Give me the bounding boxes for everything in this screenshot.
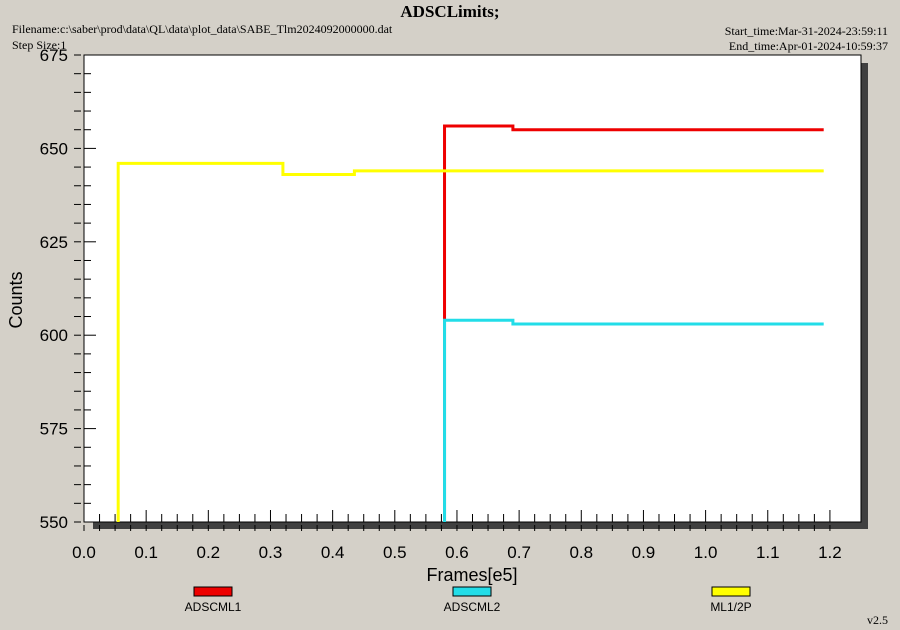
series-line-adscml1 bbox=[443, 124, 824, 522]
start-time-text: Start_time:Mar-31-2024-23:59:11 bbox=[724, 24, 888, 38]
x-axis-label: Frames[e5] bbox=[426, 565, 517, 585]
end-time-text: End_time:Apr-01-2024-10:59:37 bbox=[728, 39, 888, 53]
filename-text: Filename:c:\saber\prod\data\QL\data\plot… bbox=[12, 22, 393, 36]
legend-swatch-adscml2 bbox=[452, 586, 492, 597]
y-tick-label: 650 bbox=[40, 139, 68, 158]
x-tick-label: 0.1 bbox=[134, 543, 158, 562]
y-axis: 550 575 600 625 650 675 bbox=[40, 46, 96, 532]
x-tick-label: 0.3 bbox=[259, 543, 283, 562]
x-tick-label: 1.0 bbox=[694, 543, 718, 562]
x-tick-label: 0.9 bbox=[632, 543, 656, 562]
x-tick-label: 0.4 bbox=[321, 543, 345, 562]
x-tick-label: 0.8 bbox=[569, 543, 593, 562]
legend-label-ml1-2p: ML1/2P bbox=[710, 600, 751, 614]
x-tick-label: 0.6 bbox=[445, 543, 469, 562]
series-line-adscml2 bbox=[443, 318, 824, 522]
legend-swatch-adscml1 bbox=[193, 586, 233, 597]
x-tick-label: 0.7 bbox=[507, 543, 531, 562]
y-tick-label: 675 bbox=[40, 46, 68, 65]
x-tick-label: 0.0 bbox=[72, 543, 96, 562]
plot-area bbox=[83, 54, 862, 523]
version-text: v2.5 bbox=[867, 613, 888, 627]
y-tick-label: 575 bbox=[40, 420, 68, 439]
y-axis-label: Counts bbox=[6, 271, 26, 328]
series-layer bbox=[116, 124, 824, 522]
x-tick-label: 0.5 bbox=[383, 543, 407, 562]
y-tick-label: 550 bbox=[40, 513, 68, 532]
x-axis: 0.0 0.1 0.2 0.3 0.4 0.5 0.6 0.7 0.8 0.9 1.0 1.1 1.2 bbox=[72, 510, 842, 562]
chart-title: ADSCLimits; bbox=[400, 2, 500, 21]
y-tick-label: 625 bbox=[40, 233, 68, 252]
x-tick-label: 1.1 bbox=[756, 543, 780, 562]
x-tick-label: 0.2 bbox=[196, 543, 220, 562]
legend: ADSCML1 ADSCML2 ML1/2P bbox=[185, 586, 752, 614]
x-tick-label: 1.2 bbox=[818, 543, 842, 562]
legend-label-adscml1: ADSCML1 bbox=[185, 600, 242, 614]
legend-swatch-ml1-2p bbox=[711, 586, 751, 597]
y-tick-label: 600 bbox=[40, 326, 68, 345]
series-line-ml1-2p bbox=[116, 161, 824, 522]
legend-label-adscml2: ADSCML2 bbox=[444, 600, 501, 614]
step-size-text: Step Size:1 bbox=[12, 38, 67, 52]
